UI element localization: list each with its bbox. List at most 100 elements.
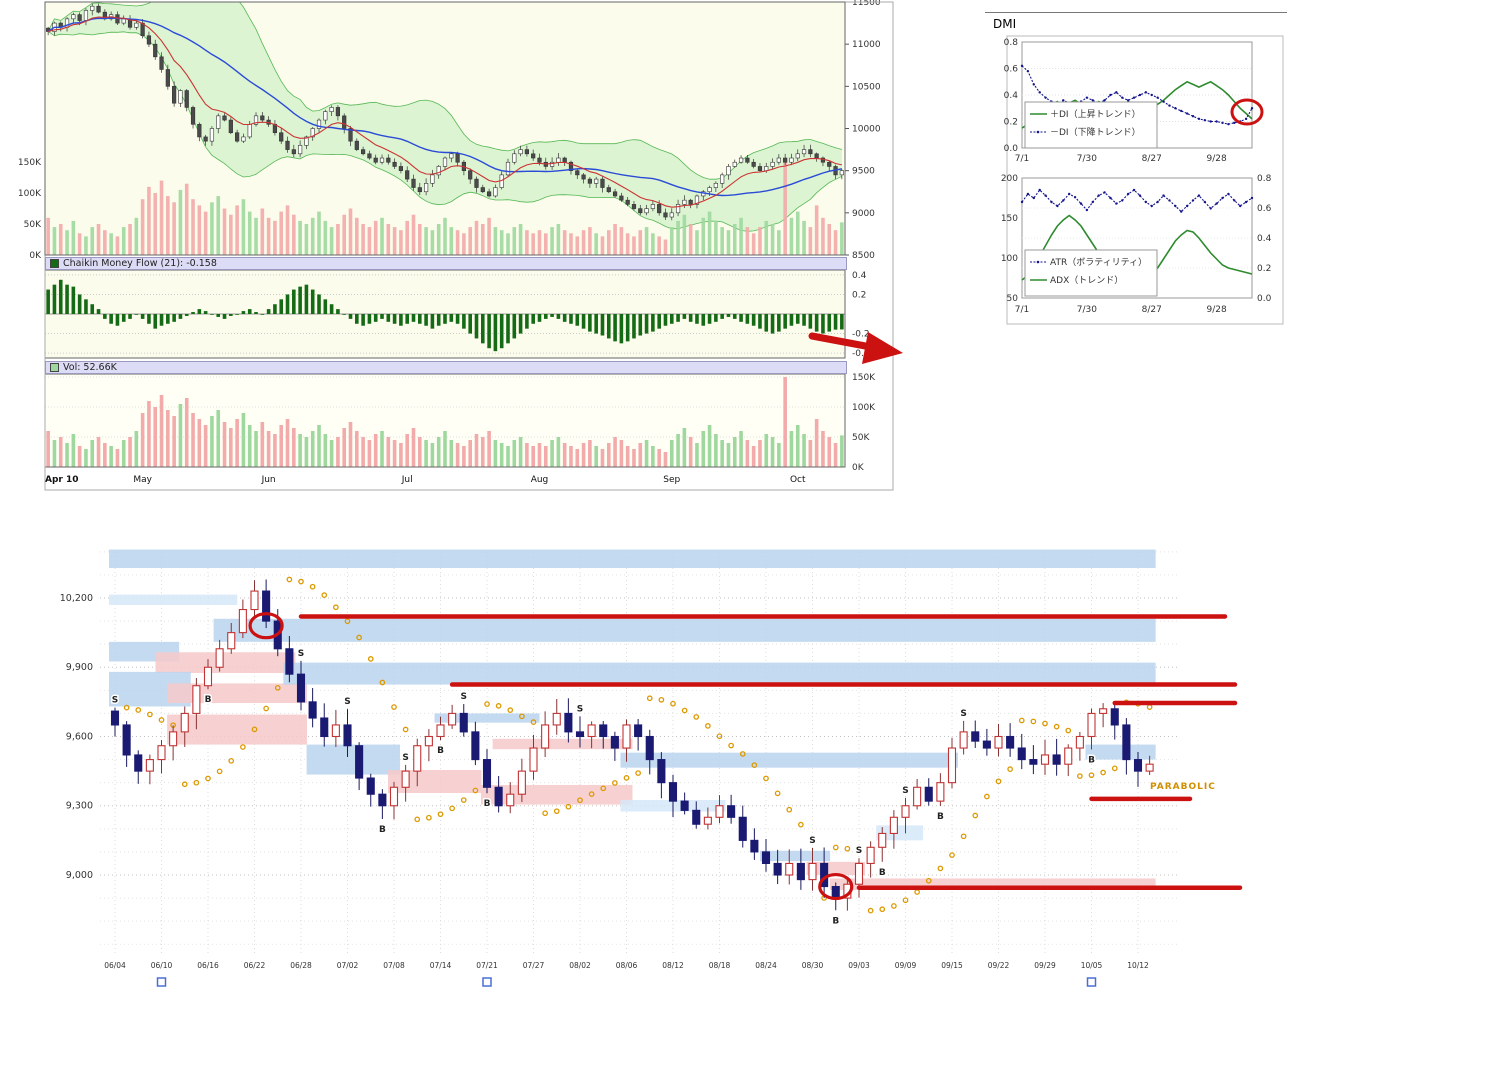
svg-text:Apr 10: Apr 10	[45, 475, 79, 485]
svg-text:06/04: 06/04	[104, 961, 126, 970]
svg-text:9/28: 9/28	[1207, 154, 1227, 164]
svg-text:ATR（ボラティリティ）: ATR（ボラティリティ）	[1050, 257, 1147, 268]
svg-text:9000: 9000	[852, 209, 875, 219]
svg-text:9,600: 9,600	[66, 731, 93, 742]
svg-text:9,000: 9,000	[66, 870, 93, 881]
svg-text:100: 100	[1001, 254, 1018, 264]
svg-text:07/21: 07/21	[476, 961, 498, 970]
svg-text:Jul: Jul	[401, 475, 413, 485]
svg-text:0.6: 0.6	[1004, 65, 1019, 75]
svg-text:B: B	[1088, 756, 1095, 766]
svg-text:0.0: 0.0	[1004, 144, 1019, 154]
svg-text:150K: 150K	[18, 158, 42, 168]
svg-text:Jun: Jun	[261, 475, 276, 485]
volume-header-label: Vol: 52.66K	[63, 362, 117, 373]
svg-text:150K: 150K	[852, 373, 876, 383]
svg-text:S: S	[461, 692, 467, 702]
svg-text:0.2: 0.2	[852, 290, 866, 300]
volume-header-strip: Vol: 52.66K	[45, 361, 847, 374]
svg-text:S: S	[344, 697, 350, 707]
svg-text:08/06: 08/06	[616, 961, 638, 970]
svg-text:07/14: 07/14	[430, 961, 452, 970]
svg-text:06/22: 06/22	[244, 961, 266, 970]
svg-text:7/30: 7/30	[1077, 154, 1097, 164]
svg-text:S: S	[856, 846, 862, 856]
chaikin-swatch-icon	[50, 259, 59, 268]
chaikin-header-strip: Chaikin Money Flow (21): -0.158	[45, 257, 847, 270]
svg-text:B: B	[205, 695, 212, 705]
svg-text:08/12: 08/12	[662, 961, 684, 970]
svg-text:-0.2: -0.2	[852, 330, 870, 340]
svg-text:0.4: 0.4	[852, 271, 867, 281]
daily-price-chart-svg: 11500 11000 10500 10000 9500 9000 8500 150K 100K…	[18, 0, 894, 491]
svg-text:8500: 8500	[852, 251, 875, 261]
svg-text:Aug: Aug	[531, 475, 549, 485]
svg-text:Oct: Oct	[790, 475, 806, 485]
svg-text:10000: 10000	[852, 125, 881, 135]
svg-text:May: May	[133, 475, 152, 485]
svg-text:50K: 50K	[852, 433, 870, 443]
svg-text:10/05: 10/05	[1081, 961, 1103, 970]
svg-text:B: B	[879, 868, 886, 878]
svg-text:9,300: 9,300	[66, 801, 93, 812]
svg-text:0.4: 0.4	[1004, 91, 1019, 101]
svg-text:9,900: 9,900	[66, 662, 93, 673]
svg-text:09/09: 09/09	[895, 961, 917, 970]
svg-text:B: B	[832, 916, 839, 926]
svg-text:11000: 11000	[852, 40, 881, 50]
svg-text:B: B	[484, 799, 491, 809]
svg-text:08/18: 08/18	[709, 961, 731, 970]
svg-text:50: 50	[1007, 294, 1019, 304]
svg-text:S: S	[960, 709, 966, 719]
svg-text:06/10: 06/10	[151, 961, 173, 970]
svg-text:10/12: 10/12	[1127, 961, 1149, 970]
svg-text:－DI（下降トレンド）: －DI（下降トレンド）	[1050, 126, 1141, 138]
svg-text:PARABOLIC: PARABOLIC	[1150, 782, 1216, 792]
svg-text:06/16: 06/16	[197, 961, 219, 970]
chaikin-header-label: Chaikin Money Flow (21): -0.158	[63, 258, 217, 269]
svg-text:0.0: 0.0	[1257, 294, 1272, 304]
svg-text:7/1: 7/1	[1015, 154, 1029, 164]
svg-text:B: B	[437, 746, 444, 756]
svg-text:9/28: 9/28	[1207, 305, 1227, 315]
svg-text:08/30: 08/30	[802, 961, 824, 970]
svg-text:07/02: 07/02	[337, 961, 359, 970]
svg-text:0.8: 0.8	[1257, 174, 1272, 184]
svg-text:07/08: 07/08	[383, 961, 405, 970]
svg-text:7/1: 7/1	[1015, 305, 1029, 315]
svg-text:10,200: 10,200	[60, 593, 93, 604]
svg-text:Sep: Sep	[663, 475, 680, 485]
svg-text:08/24: 08/24	[755, 961, 777, 970]
svg-text:-0.4: -0.4	[852, 349, 870, 359]
dmi-chart-svg: 0.8 0.6 0.4 0.2 0.0 ＋DI（上昇トレンド） －DI（下降トレンド） 7/1…	[1001, 35, 1284, 325]
divider	[985, 12, 1287, 13]
svg-text:8/27: 8/27	[1142, 154, 1162, 164]
svg-text:0.6: 0.6	[1257, 204, 1272, 214]
signal-chart-svg: 9,000 9,300 9,600 9,900 10,200 S B S S B S B S B S S B S B…	[60, 549, 1243, 987]
svg-text:7/30: 7/30	[1077, 305, 1097, 315]
dmi-panel: DMI 0.8 0.6 0.4 0.2 0.0 ＋DI（上昇トレンド） －DI（下降トレンド…	[985, 0, 1287, 335]
svg-text:S: S	[112, 696, 118, 706]
svg-text:09/22: 09/22	[988, 961, 1010, 970]
svg-text:09/03: 09/03	[848, 961, 870, 970]
daily-price-chart: 11500 11000 10500 10000 9500 9000 8500 150K 100K…	[0, 0, 897, 492]
svg-text:B: B	[937, 812, 944, 822]
svg-text:07/27: 07/27	[523, 961, 545, 970]
svg-text:50K: 50K	[24, 220, 42, 230]
svg-text:09/15: 09/15	[941, 961, 963, 970]
svg-text:B: B	[379, 825, 386, 835]
svg-text:200: 200	[1001, 174, 1018, 184]
svg-text:S: S	[402, 753, 408, 763]
svg-text:0K: 0K	[29, 251, 42, 261]
svg-text:11500: 11500	[852, 0, 881, 8]
svg-text:08/02: 08/02	[569, 961, 591, 970]
svg-text:06/28: 06/28	[290, 961, 312, 970]
svg-text:100K: 100K	[18, 189, 42, 199]
svg-text:S: S	[809, 836, 815, 846]
svg-text:0K: 0K	[852, 463, 865, 473]
svg-text:0.8: 0.8	[1004, 38, 1019, 48]
svg-text:ADX（トレンド）: ADX（トレンド）	[1050, 275, 1123, 286]
red-arrow-icon	[808, 332, 903, 364]
svg-text:S: S	[902, 786, 908, 796]
